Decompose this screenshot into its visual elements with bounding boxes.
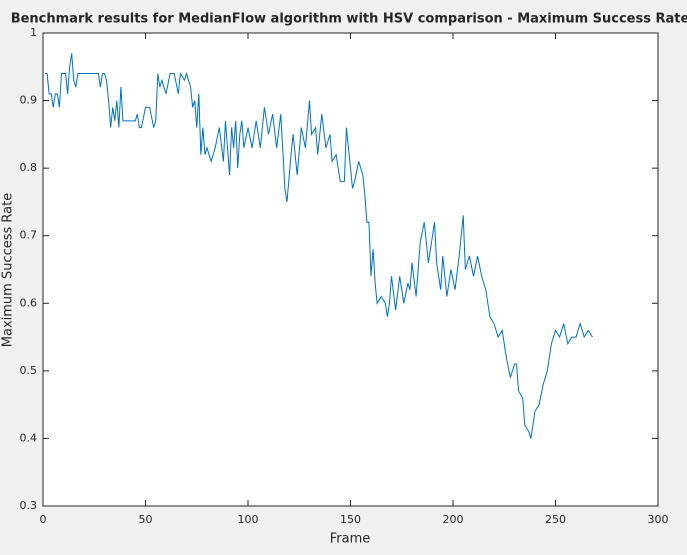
x-tick-label: 200: [443, 513, 464, 526]
y-axis-label: Maximum Success Rate: [1, 193, 16, 347]
x-tick-label: 150: [340, 513, 361, 526]
x-tick-label: 250: [545, 513, 566, 526]
y-tick-label: 0.4: [20, 431, 38, 444]
y-tick-label: 0.7: [20, 229, 38, 242]
x-tick-label: 300: [648, 513, 669, 526]
y-tick-label: 0.6: [20, 296, 38, 309]
y-tick-label: 0.5: [20, 364, 38, 377]
x-tick-label: 50: [139, 513, 153, 526]
y-tick-label: 0.8: [20, 161, 38, 174]
chart-title: Benchmark results for MedianFlow algorit…: [11, 12, 687, 27]
y-tick-label: 0.3: [20, 499, 38, 512]
x-tick-label: 100: [238, 513, 259, 526]
plot-area: [42, 32, 659, 507]
y-tick-label: 1: [30, 26, 37, 39]
x-axis-label: Frame: [330, 532, 371, 547]
y-tick-label: 0.9: [20, 94, 38, 107]
x-tick-label: 0: [40, 513, 47, 526]
data-line: [45, 53, 593, 439]
